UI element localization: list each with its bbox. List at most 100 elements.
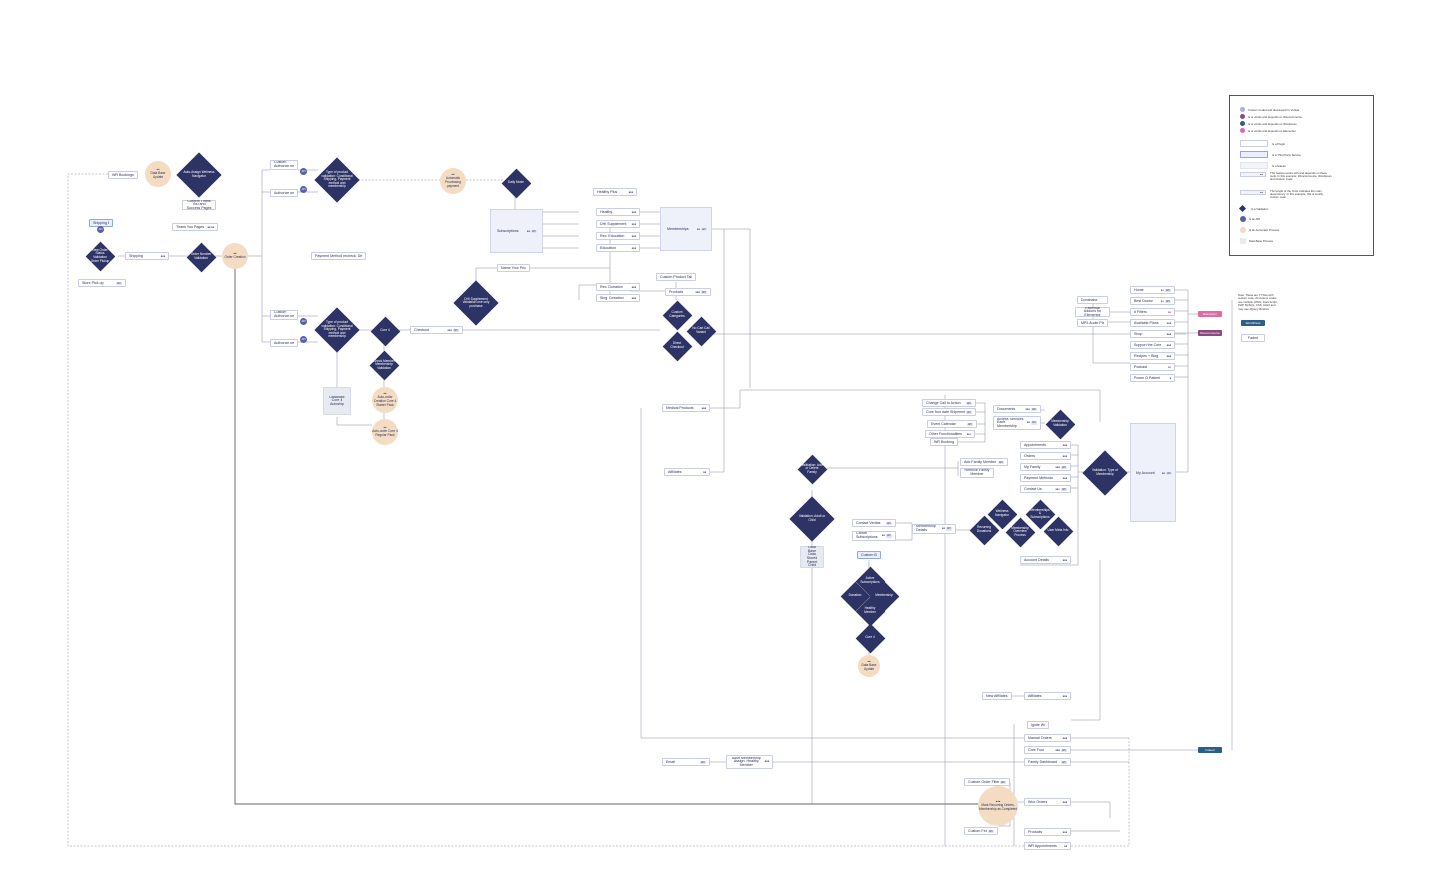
faded-node[interactable]: Faded — [1241, 334, 1265, 342]
event-calendar-node[interactable]: Event Calendar API — [927, 420, 977, 428]
dhi-supplement-node[interactable]: DHI Supplement ●●● — [596, 220, 640, 228]
healthy-node[interactable]: Healthy ●●● — [596, 208, 640, 216]
rec-donation-node[interactable]: Rec. Donation ●●● — [596, 283, 640, 291]
mp3-audio-node[interactable]: MP3 Audio Player — [1077, 319, 1108, 327]
menu-home[interactable]: Home ●● API — [1130, 286, 1175, 294]
membership-overview-diamond[interactable]: Membership Overview Process — [1005, 517, 1035, 547]
indeed-pill[interactable]: Indeed — [1198, 747, 1222, 753]
active-subscriptions-diamond[interactable]: Active Subscriptions — [855, 566, 885, 596]
wr-appointments-node[interactable]: WR Appointments ●● — [1024, 842, 1071, 850]
data-base-update-circle[interactable]: ●● Data Base Update — [145, 161, 171, 187]
validation-add-family-diamond[interactable]: Validation: Add or Delete Family — [797, 454, 827, 484]
ignite-woo-node[interactable]: Ignite Woo — [1027, 721, 1049, 729]
sing-donation-node[interactable]: Sing. Donation ●●● — [596, 294, 640, 302]
custom-features-node[interactable]: Custom FeaturesAPI — [964, 827, 998, 835]
subscriptions-node[interactable]: Subscriptions ●● API — [497, 229, 537, 233]
menu-power-patient[interactable]: Power O Patient ● — [1130, 374, 1175, 382]
core-four-node[interactable]: Core Four ●●● API — [1024, 746, 1071, 754]
data-base-parent-child-node[interactable]: Data Base Data Stored Parent Child — [800, 546, 824, 568]
products-node[interactable]: Products ●●● — [1024, 828, 1071, 836]
payment-method-recheck-node[interactable]: Payment Method recheck: Discount — [311, 252, 366, 260]
store-pickup-node[interactable]: Store Pick-up API — [78, 279, 126, 287]
appointments-node[interactable]: Appointments ●●● — [1020, 441, 1071, 449]
affiliates-node[interactable]: Affiliates ●● — [664, 468, 710, 476]
authorize-node[interactable]: Authorize.net — [270, 339, 298, 347]
woocommerce-pill[interactable]: Woocommerce — [1198, 330, 1222, 336]
elementor-pill[interactable]: Elementor — [1198, 311, 1222, 317]
orders-node[interactable]: Orders ●●● — [1020, 452, 1071, 460]
family-dashboard-node[interactable]: Family Dashboard API — [1024, 758, 1071, 766]
manual-orders-node[interactable]: Manual Orders ●●● — [1024, 734, 1071, 742]
custom-order-filter-node[interactable]: Custom Order Filter API — [964, 778, 1010, 786]
medical-products-node[interactable]: Medical Products ●●● — [662, 404, 710, 412]
menu-podcast[interactable]: Podcast ●● — [1130, 363, 1175, 371]
database-core4-node[interactable]: Database Core 4 Autoship — [323, 387, 351, 415]
menu-recipes-blog[interactable]: Recipes + Blog ●●● — [1130, 352, 1175, 360]
wp-bookings-node[interactable]: WR Bookings — [108, 171, 138, 179]
shipping-node[interactable]: Shipping ●●● — [125, 252, 169, 260]
dominator-node[interactable]: Dominator — [1077, 296, 1108, 304]
user-meta-diamond[interactable]: User Meta Info — [1043, 516, 1073, 546]
donation-diamond[interactable]: Donation — [840, 581, 870, 611]
validation-type-membership-diamond[interactable]: Validation: Type of Membership — [1082, 450, 1128, 496]
essential-addons-node[interactable]: Essential Addons for Elementor — [1075, 307, 1110, 317]
thank-you-pages-node[interactable]: Thank You Pages ●● ●● — [172, 223, 218, 231]
membership-diamond[interactable]: Membership — [869, 581, 899, 611]
data-base-update-circle[interactable]: ●● Data Base Update — [858, 655, 880, 677]
check-member-diamond[interactable]: Check Member Membership Validation — [369, 350, 399, 380]
other-functionalities-node[interactable]: Other Functionalities ●●● — [925, 430, 975, 438]
automatic-processing-circle[interactable]: ●● Automatic Processing payment — [440, 168, 466, 194]
memberships-node[interactable]: Memberships ●● API — [667, 227, 707, 231]
order-number-diamond[interactable]: Order Number Validation — [186, 242, 216, 272]
add-family-member-node[interactable]: Add Family Member API — [960, 458, 1008, 466]
account-details-node[interactable]: Account Details ●●● — [1020, 556, 1071, 564]
order-creation-circle[interactable]: ●● Order Creation — [222, 243, 248, 269]
menu-available-plans[interactable]: Available Plans ●●● — [1130, 319, 1175, 327]
remove-family-member-node[interactable]: Remove Family Member — [960, 468, 994, 478]
menu-support-the-core[interactable]: Support the Core ●●● — [1130, 341, 1175, 349]
direct-checkout-diamond[interactable]: Direct Checkout — [662, 331, 692, 361]
wuo-orders-node[interactable]: Wuo Orders ●●● — [1024, 798, 1071, 806]
custom-bot-node[interactable]: Custom Bot — [857, 551, 881, 559]
my-family-node[interactable]: My Family ●●● API — [1020, 463, 1071, 471]
wr-bookings-node[interactable]: WR Bookings — [930, 438, 958, 446]
mark-recurring-circle[interactable]: ●●● Mark Recurring Orders, Membership as … — [978, 786, 1018, 826]
cancel-subscriptions-node[interactable]: Cancel Subscriptions ●● API — [852, 531, 896, 541]
rec-education-node[interactable]: Rec. Education ●●● — [596, 232, 640, 240]
contact-veritas-node[interactable]: Contact Veritas API — [852, 519, 896, 527]
recurring-donations-diamond[interactable]: Recurring Donations — [969, 515, 999, 545]
type-of-product-diamond[interactable]: Type of product validation: Conditional … — [314, 157, 360, 203]
auto-order-starter-circle[interactable]: ●● Auto-order Creation Core 4 Starter Pac… — [372, 387, 398, 413]
core4-bottom-diamond[interactable]: Core 4 — [855, 623, 885, 653]
healthy-member-diamond[interactable]: Healthy Member — [855, 596, 885, 626]
payment-methods-node[interactable]: Payment Methods ●●● — [1020, 474, 1071, 482]
menu-best-doctor[interactable]: Best Doctor ●● API — [1130, 297, 1175, 305]
healthy-plus-node[interactable]: Healthy Plus ●●● — [593, 188, 637, 196]
custom-categories-diamond[interactable]: Custom Categories — [662, 300, 692, 330]
documents-node[interactable]: Documents ●●● API — [993, 405, 1041, 413]
auto-assign-diamond[interactable]: Auto-Assign Wellness Navigator — [176, 152, 222, 198]
adult-membership-node[interactable]: Adult Membership Assign: Healthy Member ●… — [726, 755, 773, 769]
membership-details-node[interactable]: Membership Details ●● API — [912, 524, 956, 534]
affiliates-node[interactable]: Affiliates ●●● — [1024, 692, 1071, 700]
memberships-subscriptions-diamond[interactable]: Memberships & Subscriptions — [1025, 499, 1055, 529]
checkout-node[interactable]: Checkout ●●● API — [410, 326, 463, 334]
my-account-node[interactable]: My Account ●● API — [1136, 471, 1172, 475]
custom-authorize-node[interactable]: Custom Authorize.net — [270, 310, 298, 320]
new-order-status-diamond[interactable]: New Order Status Validation Order Pickup — [85, 241, 115, 271]
core-four-date-node[interactable]: Core four date Shipment API — [922, 408, 976, 416]
auto-order-regular-circle[interactable]: ●● Auto-order Core 4 Regular Pack — [372, 419, 398, 445]
education-node[interactable]: Education ●●● — [596, 244, 640, 252]
access-services-node[interactable]: Access Services Each Membership ●● API — [993, 416, 1041, 430]
menu-shop[interactable]: Shop ●●● — [1130, 330, 1175, 338]
menu-filters[interactable]: # Filters ●● — [1130, 308, 1175, 316]
name-your-price-node[interactable]: Name Your Price — [497, 264, 530, 272]
no-cart-diamond[interactable]: No Cart Call Variant — [686, 316, 716, 346]
products-node[interactable]: Products ●●● API — [665, 288, 711, 296]
custom-authorize-node[interactable]: Custom Authorize.net — [270, 160, 298, 170]
new-affiliates-node[interactable]: New Affiliates — [982, 692, 1012, 700]
authorize-node[interactable]: Authorize.net — [270, 189, 298, 197]
custom-product-tabs-node[interactable]: Custom Product Tabs — [656, 273, 696, 281]
validation-adult-child-diamond[interactable]: Validation: Adult or Child — [789, 496, 835, 542]
contact-us-node[interactable]: Contact Us ●●● API — [1020, 485, 1071, 493]
